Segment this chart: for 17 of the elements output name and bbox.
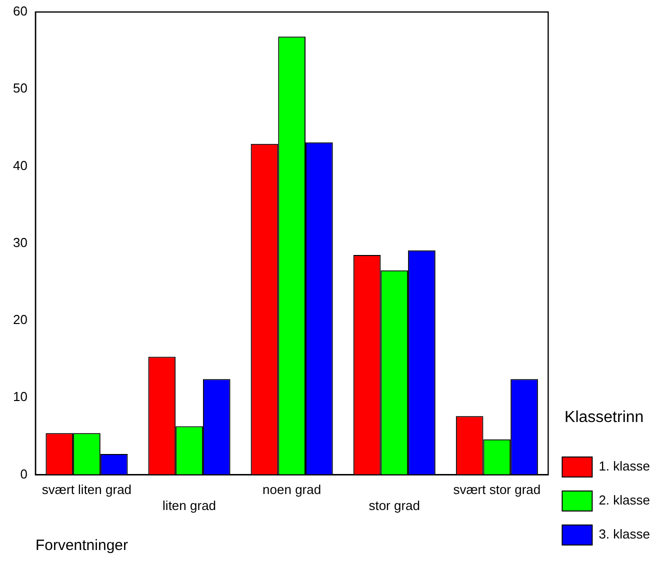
y-tick-label: 60: [12, 4, 28, 19]
legend-label: 1. klasse: [598, 458, 650, 474]
x-tick-label: svært liten grad: [42, 482, 132, 498]
x-tick-label: liten grad: [162, 498, 216, 513]
y-tick-label: 20: [12, 312, 28, 328]
x-tick-label: svært stor grad: [453, 482, 541, 498]
y-tick-label: 50: [12, 80, 28, 96]
legend-title: Klassetrinn: [564, 409, 644, 426]
x-tick-label: noen grad: [262, 482, 322, 498]
y-tick-label: 0: [20, 466, 28, 482]
y-tick-label: 30: [12, 234, 28, 250]
legend-label: 3. klasse: [598, 526, 650, 542]
y-tick-label: 40: [12, 158, 28, 173]
legend-label: 2. klasse: [598, 492, 650, 508]
x-tick-label: stor grad: [368, 498, 420, 513]
x-axis-title: Forventninger: [35, 537, 128, 554]
y-tick-label: 10: [12, 389, 28, 404]
